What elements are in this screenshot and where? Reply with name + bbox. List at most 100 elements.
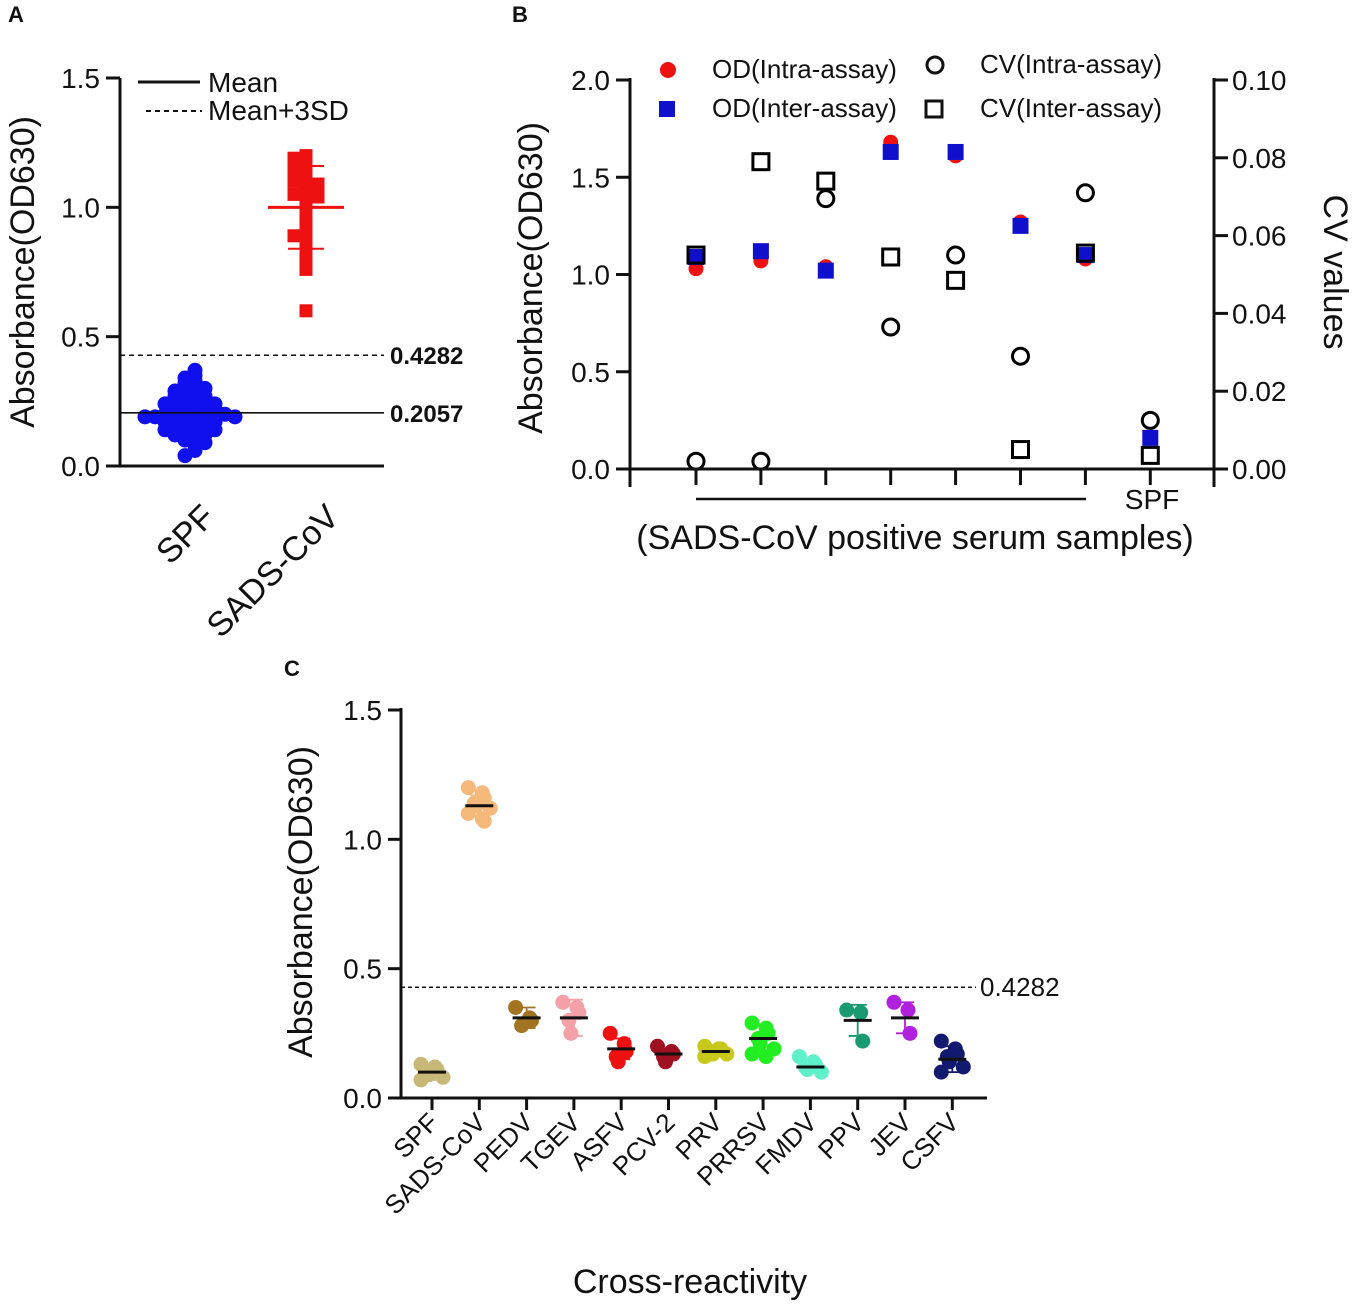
chart-c-point-csfv [955,1059,971,1075]
chart-a-legend-mean: Mean [208,67,278,98]
chart-b-point-od-inter [882,143,899,160]
chart-a-point-sads [287,229,301,243]
chart-b-legend-cv-inter-marker [924,99,944,119]
chart-b-point-od-inter [947,143,964,160]
chart-a-marks [137,149,344,464]
chart-a-y-label: Absorbance(OD630) [4,116,42,428]
chart-c-marks [413,780,971,1088]
chart-b-legend-od-inter-marker [659,101,675,117]
chart-b-point-cv-inter [751,152,771,172]
chart-b-point-cv-intra [816,189,836,209]
chart-c-y-ticks: 0.0 0.5 1.0 1.5 [343,695,401,1114]
chart-b-y2-tick-label: 0.10 [1232,65,1287,96]
chart-a-mean-value-label: 0.2057 [390,401,463,428]
chart-b-point-cv-intra [946,245,966,265]
chart-b-spf-label: SPF [1125,484,1179,515]
chart-b-y-label: Absorbance(OD630) [512,122,550,434]
panel-label-a: A [8,2,24,27]
chart-c-y-tick-label: 1.0 [343,824,382,855]
chart-a-point-spf [227,409,243,425]
chart-b-y-tick-label: 2.0 [571,65,610,96]
chart-c-point-prrsv [744,1046,760,1062]
chart-c-y-tick-label: 1.5 [343,695,382,726]
chart-c-point-asfv [602,1025,618,1041]
chart-c-point-csfv [933,1064,949,1080]
chart-b-y-tick-label: 1.0 [571,260,610,291]
chart-c-point-pcv-2 [658,1054,673,1070]
chart-b-y-tick-label: 1.5 [571,162,610,193]
chart-b-legend-cv-intra: CV(Intra-assay) [980,49,1162,79]
chart-a-y-tick-label: 0.0 [61,451,100,482]
chart-c-point-fmdv [799,1062,815,1078]
chart-b-point-cv-inter [816,171,836,191]
chart-b-y2-tick-label: 0.08 [1232,143,1287,174]
chart-a-point-sads [311,190,325,204]
chart-a-point-sads [287,151,301,165]
chart-a-y-tick-label: 1.5 [61,63,100,94]
chart-b-point-cv-intra [751,451,771,471]
chart-b-y-tick-label: 0.5 [571,357,610,388]
chart-b-x-ticks [694,469,1152,485]
chart-c-cutoff-value-label: 0.4282 [980,972,1060,1002]
chart-a-legend-mean3sd: Mean+3SD [208,95,349,126]
chart-c-point-jev [900,1002,916,1018]
chart-a-y-ticks: 0.0 0.5 1.0 1.5 [61,63,120,482]
chart-b-marks [686,134,1160,471]
chart-b-point-cv-inter [686,245,706,265]
chart-a-point-sads [287,187,301,201]
chart-c-x-label: Cross-reactivity [573,1263,807,1301]
chart-a-point-spf [177,448,193,464]
chart-a-cutoff-value-label: 0.4282 [390,343,463,370]
chart-b-y2-tick-label: 0.06 [1232,221,1287,252]
chart-b-point-cv-intra [1075,183,1095,203]
panel-label-b: B [512,2,528,27]
chart-b-y2-tick-label: 0.02 [1232,376,1287,407]
chart-b-point-cv-inter [1011,440,1030,460]
chart-a: 0.0 0.5 1.0 1.5 Absorbance(OD630) 0.2057 0.… [4,63,463,645]
chart-b-y2-label: CV values [1316,195,1354,350]
chart-b-point-cv-inter [1140,445,1160,465]
chart-c-point-asfv [610,1054,626,1070]
chart-c-y-tick-label: 0.5 [343,954,382,985]
chart-b-point-cv-intra [686,451,706,471]
chart-b: 0.0 0.5 1.0 1.5 2.0 0.00 0.02 0.04 0.06 0.08 0.10… [512,49,1354,557]
chart-c-point-sads-cov [460,780,476,796]
chart-b-point-cv-inter [946,270,966,290]
chart-b-point-cv-inter [881,247,901,267]
chart-a-x-tick-sads: SADS-CoV [200,498,347,645]
chart-b-legend-cv-intra-marker [925,55,945,75]
chart-c-point-spf [413,1072,429,1088]
chart-b-point-od-inter [817,262,834,279]
chart-c-y-label: Absorbance(OD630) [282,746,320,1058]
chart-c-point-tgev [563,1025,579,1041]
chart-b-legend-od-inter: OD(Inter-assay) [712,93,897,123]
chart-c-point-tgev [555,994,571,1010]
chart-b-point-od-inter [1077,247,1094,264]
chart-a-y-tick-label: 1.0 [61,192,100,223]
chart-a-point-sads [299,262,313,276]
chart-b-point-cv-intra [1011,346,1030,366]
chart-c-point-csfv [933,1033,949,1049]
chart-c-point-sads-cov [476,813,492,829]
chart-b-legend-od-intra-marker [660,62,676,78]
chart-b-point-od-inter [1012,217,1029,234]
chart-c-point-jev [886,994,902,1010]
chart-a-point-sads [287,174,301,188]
chart-c-point-ppv [853,1005,869,1021]
chart-a-point-sads [299,304,313,318]
chart-b-y2-tick-label: 0.04 [1232,298,1287,329]
chart-b-point-od-inter [752,243,769,260]
chart-c-point-ppv [839,1002,855,1018]
chart-a-point-sads [311,177,325,191]
chart-a-point-spf [137,409,153,425]
chart-b-y2-ticks: 0.00 0.02 0.04 0.06 0.08 0.10 [1214,65,1287,485]
chart-c-point-prrsv [758,1049,774,1065]
chart-c-x-ticks: SPFSADS-CoVPEDVTGEVASFVPCV-2PRVPRRSVFMDV… [378,1098,965,1220]
chart-b-legend-cv-inter: CV(Inter-assay) [980,93,1162,123]
chart-a-y-tick-label: 0.5 [61,322,100,353]
chart-c-point-prrsv [744,1015,760,1031]
chart-c: 0.4282 0.0 0.5 1.0 1.5 SPFSADS-CoVPEDVTGEVA… [282,695,1060,1301]
chart-c-y-tick-label: 0.0 [343,1083,382,1114]
panel-label-c: C [284,656,300,681]
